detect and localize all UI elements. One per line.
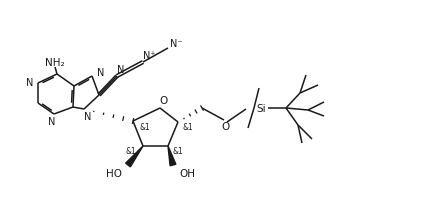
Text: &1: &1 <box>140 123 150 131</box>
Text: N: N <box>48 117 56 127</box>
Text: OH: OH <box>179 169 195 179</box>
Text: &1: &1 <box>126 147 136 156</box>
Polygon shape <box>126 146 143 167</box>
Text: HO: HO <box>106 169 122 179</box>
Text: N⁺: N⁺ <box>143 51 155 61</box>
Text: N: N <box>117 65 125 75</box>
Polygon shape <box>168 146 176 166</box>
Text: &1: &1 <box>173 146 184 156</box>
Text: N: N <box>84 112 92 122</box>
Text: &1: &1 <box>183 124 193 132</box>
Text: O: O <box>160 96 168 106</box>
Text: Si: Si <box>256 104 266 114</box>
Text: N⁻: N⁻ <box>170 39 182 49</box>
Text: N: N <box>97 68 104 78</box>
Text: NH₂: NH₂ <box>45 58 65 68</box>
Text: O: O <box>222 122 230 132</box>
Text: N: N <box>26 78 34 88</box>
